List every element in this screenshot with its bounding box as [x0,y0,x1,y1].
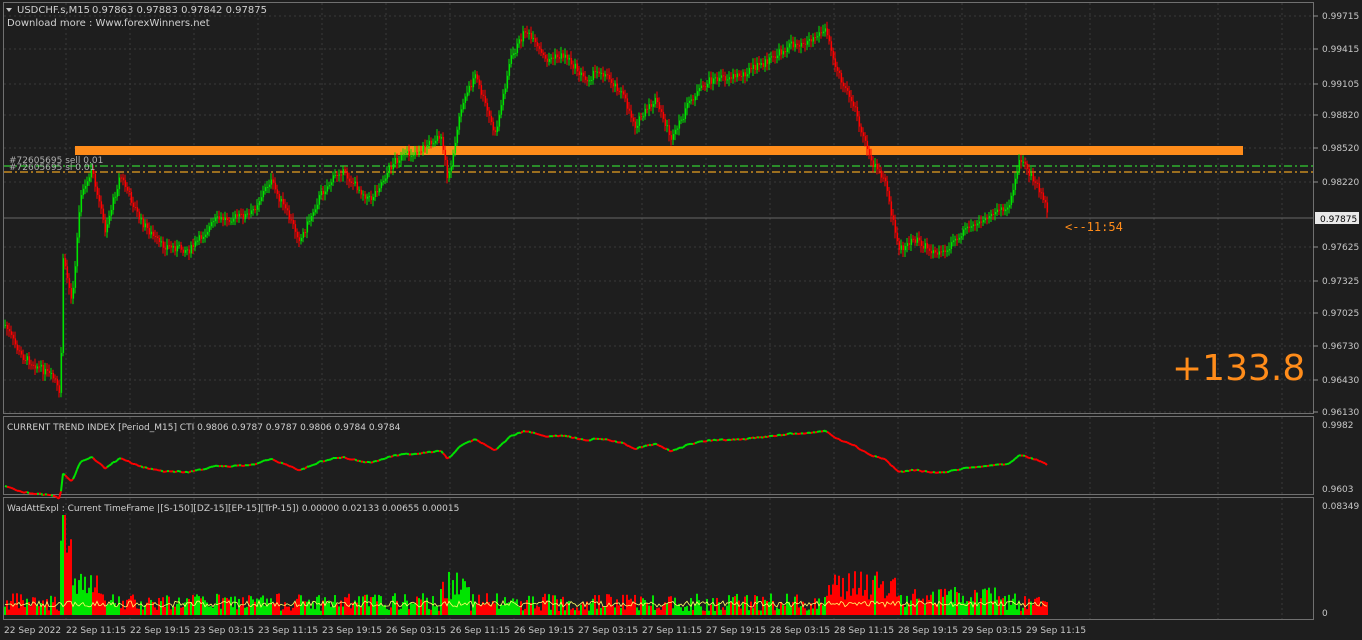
price-candles [4,21,1049,398]
wad-panel[interactable] [3,497,1314,620]
price-tick: 0.98220 [1322,178,1359,188]
order-label-sl[interactable]: #72605695 sl 0.01 [9,163,95,173]
download-text: Download more : Www.forexWinners.net [7,18,210,29]
time-axis[interactable]: 22 Sep 2022 22 Sep 11:15 22 Sep 19:15 23… [4,626,1086,636]
price-tick: 0.98820 [1322,111,1359,121]
current-price-box [1315,212,1359,224]
time-tick: 22 Sep 2022 [4,626,61,636]
symbol-label: USDCHF.s,M15 [17,5,90,16]
wad-histogram [4,515,1048,615]
order-label-sell[interactable]: #72605695 sell 0.01 [9,156,103,166]
time-tick: 27 Sep 03:15 [578,626,638,636]
price-tick: 0.97325 [1322,277,1359,287]
resistance-zone [4,146,1313,219]
wad-tick-bottom: 0 [1322,609,1328,619]
time-tick: 27 Sep 19:15 [706,626,766,636]
price-tick: 0.97625 [1322,243,1359,253]
cti-title: CURRENT TREND INDEX [Period_M15] CTI 0.9… [7,423,401,433]
time-tick: 29 Sep 03:15 [962,626,1022,636]
price-tick: 0.96130 [1322,408,1359,418]
price-tick: 0.97025 [1322,309,1359,319]
time-tick: 28 Sep 03:15 [770,626,830,636]
cti-line [4,429,1048,500]
price-tick: 0.96430 [1322,376,1359,386]
cti-tick-top: 0.9982 [1322,421,1354,431]
wad-tick-top: 0.08349 [1322,502,1359,512]
time-tick: 23 Sep 03:15 [194,626,254,636]
time-tick: 26 Sep 11:15 [450,626,510,636]
collapse-triangle-icon[interactable] [6,8,12,12]
ohlc-label: 0.97863 0.97883 0.97842 0.97875 [92,5,267,16]
time-tick: 23 Sep 11:15 [258,626,318,636]
time-tick: 29 Sep 11:15 [1026,626,1086,636]
profit-display: +133.8 [1172,348,1305,389]
time-tick: 26 Sep 19:15 [514,626,574,636]
time-tick: 22 Sep 11:15 [66,626,126,636]
price-tick: 0.98520 [1322,144,1359,154]
time-tick: 23 Sep 19:15 [322,626,382,636]
price-tick: 0.99715 [1322,12,1359,22]
time-tick: 26 Sep 03:15 [386,626,446,636]
current-price-label: 0.97875 [1320,215,1357,225]
main-panel[interactable] [3,2,1314,414]
time-tick: 28 Sep 19:15 [898,626,958,636]
cti-panel[interactable] [3,416,1314,495]
price-axis[interactable]: 0.99715 0.99415 0.99105 0.98820 0.98520 … [1322,12,1359,418]
time-tick: 22 Sep 19:15 [130,626,190,636]
price-tick: 0.96730 [1322,342,1359,352]
wad-title: WadAttExpl : Current TimeFrame |[S-150][… [7,504,459,514]
cti-tick-bottom: 0.9603 [1322,485,1354,495]
price-tick: 0.99415 [1322,45,1359,55]
time-tick: 28 Sep 11:15 [834,626,894,636]
price-tick: 0.99105 [1322,80,1359,90]
bar-countdown: <--11:54 [1065,220,1123,234]
time-tick: 27 Sep 11:15 [642,626,702,636]
